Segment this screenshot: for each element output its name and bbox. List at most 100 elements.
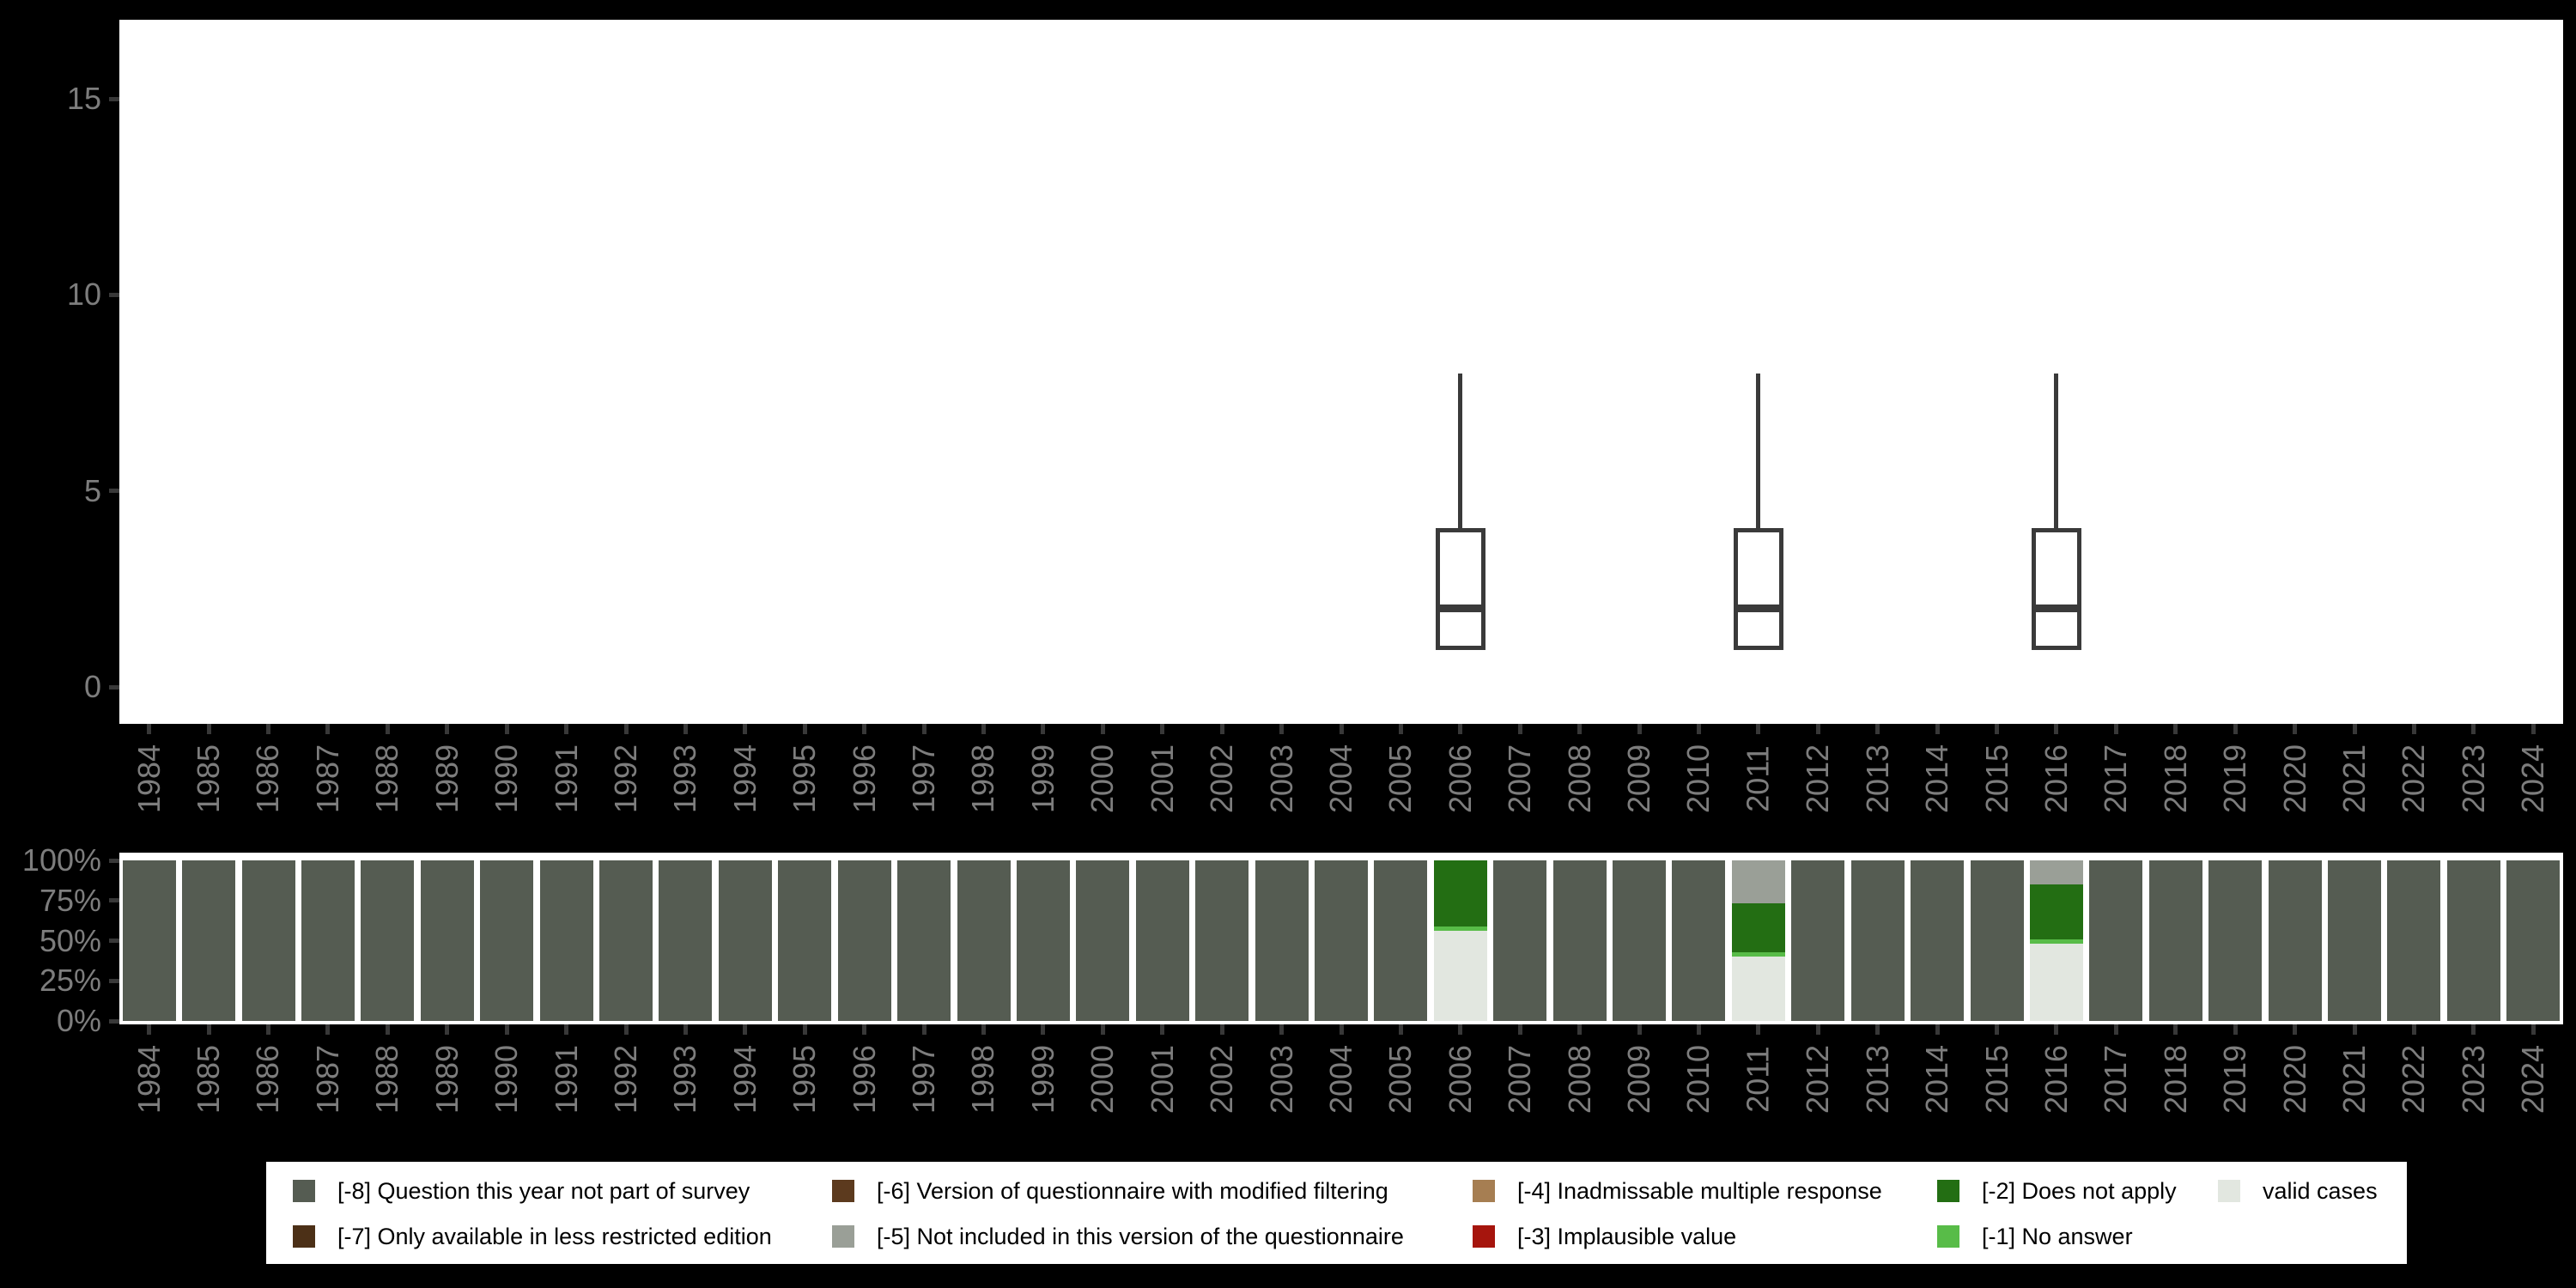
legend-swatch--7 xyxy=(293,1225,315,1248)
x-axis-tick xyxy=(2054,1024,2059,1035)
legend-label: [-1] No answer xyxy=(1982,1223,2133,1249)
x-axis-tick xyxy=(1160,1024,1165,1035)
x-axis-tick xyxy=(921,1024,927,1035)
year-label: 2005 xyxy=(1382,1044,1419,1115)
bar-2007 xyxy=(1493,860,1547,1021)
x-axis-tick xyxy=(862,1024,867,1035)
x-axis-tick xyxy=(981,724,986,734)
year-label: 2000 xyxy=(1084,744,1121,814)
year-label: 2010 xyxy=(1680,1044,1716,1115)
y-axis-tick-label: 25% xyxy=(39,963,101,999)
bar-segment--8 xyxy=(1613,860,1667,1021)
year-label: 2008 xyxy=(1561,744,1597,814)
bar-1994 xyxy=(718,860,772,1021)
year-label: 2005 xyxy=(1382,744,1419,814)
bar-1986 xyxy=(241,860,295,1021)
x-axis-tick xyxy=(802,1024,807,1035)
bar-1984 xyxy=(122,860,176,1021)
boxplot-box xyxy=(1435,527,1485,650)
legend-item--5: [-5] Not included in this version of the… xyxy=(832,1224,1404,1248)
x-axis-tick xyxy=(1100,1024,1105,1035)
x-axis-tick xyxy=(743,724,748,734)
year-label: 2007 xyxy=(1502,744,1538,814)
x-axis-tick xyxy=(2173,724,2178,734)
year-label: 2006 xyxy=(1442,744,1478,814)
year-label: 2024 xyxy=(2515,1044,2551,1115)
year-label: 1988 xyxy=(369,1044,405,1115)
legend-item--6: [-6] Version of questionnaire with modif… xyxy=(832,1179,1388,1202)
year-label: 2002 xyxy=(1204,744,1240,814)
x-axis-tick xyxy=(2411,1024,2416,1035)
bar-segment--1 xyxy=(1731,951,1785,957)
y-axis-tick-label: 75% xyxy=(39,882,101,918)
x-axis-tick xyxy=(147,1024,152,1035)
y-axis-tick xyxy=(109,939,119,943)
year-label: 1991 xyxy=(548,1044,584,1115)
year-label: 2015 xyxy=(1978,1044,2014,1115)
year-label: 1990 xyxy=(489,1044,525,1115)
bar-1992 xyxy=(599,860,653,1021)
legend-item--4: [-4] Inadmissable multiple response xyxy=(1473,1179,1882,1202)
bar-1996 xyxy=(837,860,891,1021)
x-axis-tick xyxy=(385,724,390,734)
bar-segment--8 xyxy=(2089,860,2143,1021)
x-axis-tick xyxy=(147,724,152,734)
bar-segment--8 xyxy=(2148,860,2202,1021)
x-axis-tick xyxy=(325,1024,331,1035)
x-axis-tick xyxy=(1517,724,1522,734)
year-label: 2000 xyxy=(1084,1044,1121,1115)
x-axis-tick xyxy=(2530,724,2536,734)
x-axis-tick xyxy=(2471,724,2476,734)
year-label: 2023 xyxy=(2455,744,2491,814)
x-axis-tick xyxy=(2293,724,2298,734)
legend-label: [-2] Does not apply xyxy=(1982,1177,2177,1204)
x-axis-tick xyxy=(1875,1024,1880,1035)
boxplot-median xyxy=(1733,605,1783,613)
x-axis-tick xyxy=(1219,724,1224,734)
bar-segment--1 xyxy=(1433,926,1487,932)
bar-1987 xyxy=(301,860,355,1021)
year-label: 2022 xyxy=(2396,744,2432,814)
bar-1990 xyxy=(480,860,534,1021)
bar-2003 xyxy=(1255,860,1309,1021)
bar-2010 xyxy=(1672,860,1726,1021)
x-axis-tick xyxy=(2233,724,2238,734)
bar-segment--8 xyxy=(1552,860,1607,1021)
x-axis-tick xyxy=(1696,1024,1701,1035)
bar-segment--8 xyxy=(1076,860,1130,1021)
year-label: 2013 xyxy=(1859,1044,1895,1115)
y-axis-tick xyxy=(109,489,119,494)
legend-swatch--2 xyxy=(1937,1180,1959,1202)
bar-segment--1 xyxy=(2029,939,2083,945)
y-axis-tick-label: 15 xyxy=(66,81,101,116)
year-label: 1994 xyxy=(726,1044,762,1115)
x-axis-tick-label: 2024 xyxy=(2494,1032,2572,1127)
bar-segment--8 xyxy=(1791,860,1845,1021)
bar-segment--8 xyxy=(539,860,593,1021)
y-axis-tick xyxy=(109,684,119,690)
x-axis-tick xyxy=(504,1024,509,1035)
boxplot-plot-area xyxy=(119,20,2563,724)
year-label: 1999 xyxy=(1024,744,1060,814)
year-label: 2011 xyxy=(1740,745,1776,812)
x-axis-tick xyxy=(266,724,271,734)
x-axis-tick xyxy=(445,724,450,734)
year-label: 2004 xyxy=(1323,744,1358,814)
year-label: 2008 xyxy=(1561,1044,1597,1115)
boxplot-whisker xyxy=(1458,373,1463,531)
year-label: 2010 xyxy=(1680,744,1716,814)
x-axis-tick xyxy=(1815,1024,1820,1035)
bar-2009 xyxy=(1613,860,1667,1021)
boxplot-box xyxy=(2031,527,2081,650)
x-axis-tick xyxy=(325,724,331,734)
bar-segment--8 xyxy=(2328,860,2382,1021)
bar-2008 xyxy=(1552,860,1607,1021)
x-axis-tick xyxy=(683,1024,688,1035)
year-label: 2016 xyxy=(2038,744,2074,814)
bar-segment--2 xyxy=(1433,860,1487,927)
bar-segment-valid xyxy=(1731,957,1785,1021)
bar-segment--8 xyxy=(2268,860,2322,1021)
x-axis-tick xyxy=(1935,724,1940,734)
legend-item--1: [-1] No answer xyxy=(1937,1223,2133,1249)
